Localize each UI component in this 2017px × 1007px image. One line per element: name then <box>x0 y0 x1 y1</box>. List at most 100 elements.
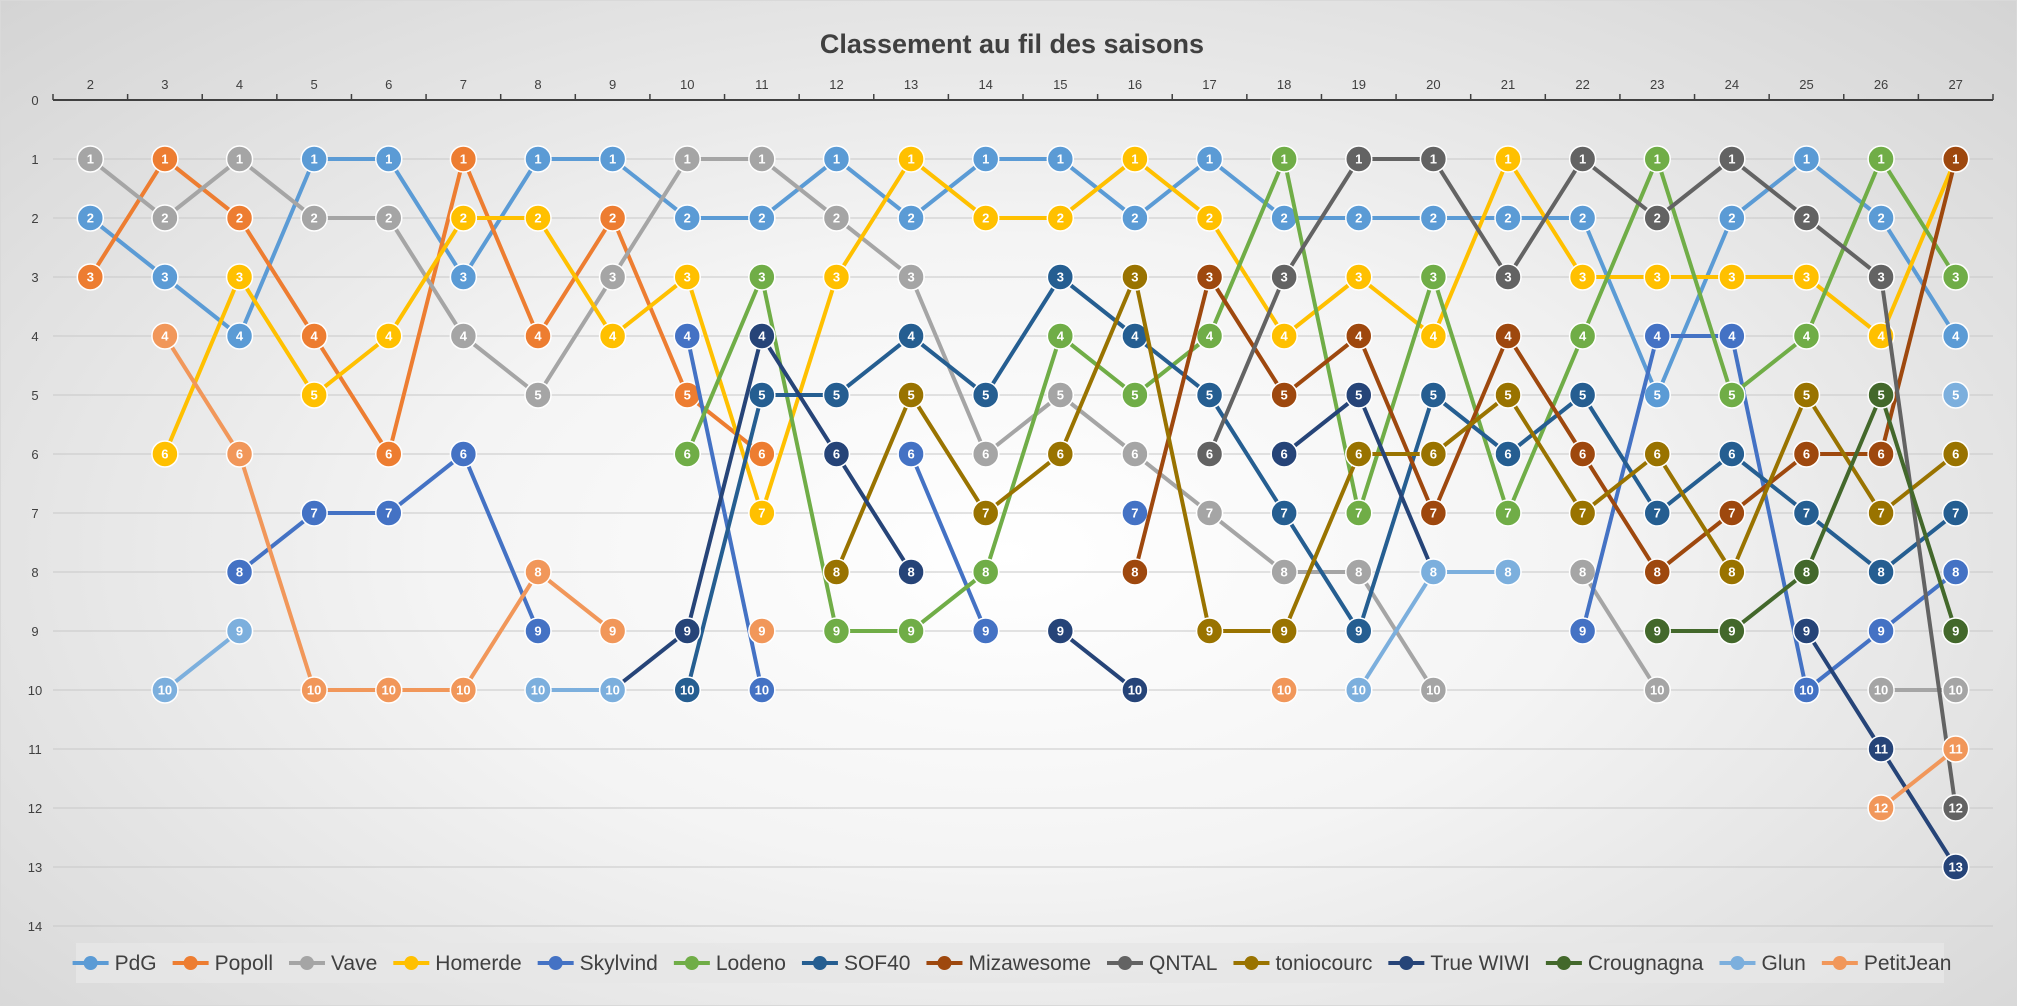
data-label: 10 <box>1128 683 1142 698</box>
data-point <box>598 145 627 173</box>
data-label: 3 <box>1803 270 1810 285</box>
data-label: 9 <box>684 624 691 639</box>
data-point <box>1568 617 1597 645</box>
data-point <box>1867 617 1895 645</box>
series-line <box>685 275 1958 692</box>
x-tick-label: 14 <box>978 77 992 92</box>
data-label: 8 <box>1952 565 1959 580</box>
data-point <box>897 263 925 291</box>
data-point <box>971 381 1000 409</box>
data-label: 3 <box>1281 270 1288 285</box>
data-point <box>1195 617 1224 645</box>
data-point <box>524 322 552 350</box>
data-point <box>1643 499 1671 527</box>
data-point <box>1121 145 1149 173</box>
series-toniocourc: 8 5 7 6 3 9 9 6 6 5 7 6 8 5 7 6 <box>822 263 1970 645</box>
data-point <box>1046 145 1075 173</box>
data-label: 2 <box>311 211 318 226</box>
data-label: 9 <box>1877 624 1884 639</box>
data-point <box>673 263 701 291</box>
data-point <box>1792 381 1821 409</box>
x-tick-label: 8 <box>534 77 541 92</box>
data-label: 9 <box>609 624 616 639</box>
data-point <box>1792 440 1821 468</box>
legend-item-crougnagna: Crougnagna <box>1545 952 1704 975</box>
data-point <box>225 145 254 173</box>
data-point <box>1494 440 1522 468</box>
data-point <box>1046 204 1075 232</box>
data-label: 10 <box>1799 683 1813 698</box>
legend-marker <box>1244 956 1259 970</box>
data-point <box>1867 558 1895 586</box>
data-point <box>1792 263 1821 291</box>
data-point <box>748 145 776 173</box>
y-tick-label: 4 <box>31 329 38 344</box>
y-tick-label: 13 <box>28 860 42 875</box>
data-point <box>897 322 925 350</box>
legend-item-petitjean: PetitJean <box>1821 952 1951 975</box>
data-point <box>225 204 254 232</box>
data-point <box>598 322 627 350</box>
x-tick-label: 11 <box>755 77 769 92</box>
data-point <box>673 440 701 468</box>
data-label: 1 <box>907 152 914 167</box>
x-axis: 2 3 4 5 6 7 8 9 10 11 12 13 14 15 16 17 18 19 20 21 22 23 24 25… <box>52 77 1994 101</box>
y-tick-label: 8 <box>31 565 38 580</box>
x-tick-label: 15 <box>1053 77 1067 92</box>
data-label: 7 <box>1728 506 1735 521</box>
series-petitjean: 4 6 10 10 10 8 9 9 10 12 11 <box>151 322 1970 822</box>
data-point <box>1195 440 1224 468</box>
data-label: 1 <box>460 152 467 167</box>
data-point <box>1867 145 1895 173</box>
legend-item-homerde: Homerde <box>393 952 522 975</box>
data-point <box>449 676 478 704</box>
data-point <box>300 322 328 350</box>
data-label: 5 <box>758 388 765 403</box>
x-tick-label: 27 <box>1948 77 1962 92</box>
data-point <box>1419 381 1448 409</box>
data-label: 2 <box>1654 211 1661 226</box>
data-label: 5 <box>1952 388 1959 403</box>
data-label: 4 <box>609 329 617 344</box>
data-point <box>1121 204 1149 232</box>
data-point <box>822 617 851 645</box>
data-label: 12 <box>1874 801 1888 816</box>
data-point <box>375 499 403 527</box>
data-point <box>1494 499 1522 527</box>
data-label: 9 <box>907 624 914 639</box>
data-label: 9 <box>1281 624 1288 639</box>
data-label: 5 <box>907 388 914 403</box>
legend-marker <box>937 956 952 970</box>
data-label: 10 <box>1650 683 1664 698</box>
data-point <box>1718 499 1746 527</box>
y-tick-label: 11 <box>28 742 42 757</box>
y-tick-label: 0 <box>31 93 38 108</box>
data-point <box>1345 263 1373 291</box>
legend-item-pdg: PdG <box>72 952 157 975</box>
data-label: 5 <box>1579 388 1586 403</box>
data-label: 5 <box>1430 388 1437 403</box>
data-point <box>1792 204 1821 232</box>
data-point <box>151 145 179 173</box>
data-label: 7 <box>1579 506 1586 521</box>
data-label: 2 <box>1131 211 1138 226</box>
data-point <box>1643 440 1671 468</box>
data-label: 1 <box>609 152 616 167</box>
data-point <box>375 676 403 704</box>
data-point <box>1867 440 1895 468</box>
legend-item-mizawesome: Mizawesome <box>926 952 1091 975</box>
legend-marker <box>404 956 419 970</box>
data-point <box>151 204 179 232</box>
data-label: 1 <box>1803 152 1810 167</box>
data-label: 2 <box>87 211 94 226</box>
data-label: 6 <box>1728 447 1735 462</box>
data-point <box>151 263 179 291</box>
data-point <box>225 322 254 350</box>
data-label: 2 <box>385 211 392 226</box>
legend-marker <box>684 956 699 970</box>
data-point <box>1643 617 1671 645</box>
x-tick-label: 19 <box>1352 77 1366 92</box>
data-point <box>1941 440 1970 468</box>
data-label: 3 <box>161 270 168 285</box>
data-point <box>1195 499 1224 527</box>
